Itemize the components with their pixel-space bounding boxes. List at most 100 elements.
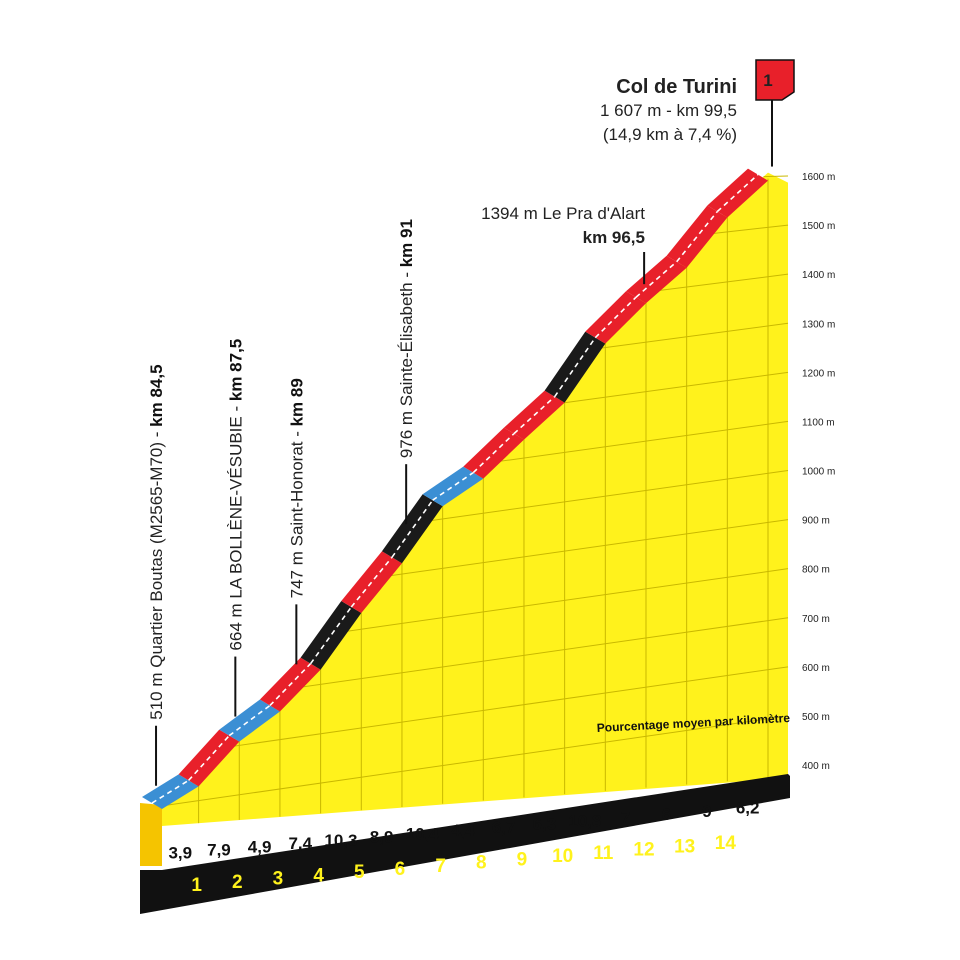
elevation-tick-label: 1600 m bbox=[802, 172, 835, 183]
grid-horizontal-line bbox=[763, 175, 789, 178]
percent-label: 6 bbox=[662, 805, 671, 824]
road-ribbon bbox=[381, 494, 443, 564]
road-center-dash bbox=[676, 211, 718, 263]
gradient-segment-6 bbox=[341, 551, 402, 614]
elevation-tick-label: 400 m bbox=[802, 761, 830, 772]
gradient-segment-1 bbox=[142, 774, 199, 810]
summit-name: Col de Turini bbox=[616, 76, 737, 98]
gradient-segment-14 bbox=[666, 205, 728, 268]
elevation-grid bbox=[161, 175, 789, 824]
km-tick-label: 8 bbox=[476, 853, 487, 874]
percent-labels: 3,9 7,9 4,9 7,4 10,3 8,9 10,4 4,4 6,7 6,3 10,8 7 6 9 6… bbox=[168, 799, 759, 863]
km-tick-label: 11 bbox=[593, 843, 614, 864]
distance-base-band bbox=[140, 774, 790, 914]
road-center-dash bbox=[594, 296, 637, 339]
grid-horizontal-line bbox=[596, 322, 789, 350]
road-ribbon bbox=[666, 205, 728, 268]
grid-horizontal-line bbox=[294, 617, 789, 689]
road-center-dash bbox=[553, 337, 596, 398]
grid-horizontal-line bbox=[491, 420, 789, 463]
percent-label: 8,9 bbox=[370, 828, 394, 847]
road-ribbon bbox=[341, 551, 402, 614]
gradient-segment-5 bbox=[300, 601, 362, 670]
road-ribbon bbox=[625, 255, 687, 304]
elevation-tick-label: 700 m bbox=[802, 614, 830, 625]
elevation-tick-labels: 400 m 500 m 600 m 700 m 800 m 900 m 1000 m 1100… bbox=[802, 172, 835, 772]
profile-side-face bbox=[140, 803, 162, 866]
percent-label: 3,9 bbox=[168, 844, 192, 863]
pass-label-line1: 1394 m Le Pra d'Alart bbox=[481, 204, 645, 223]
summit-stats: (14,9 km à 7,4 %) bbox=[603, 125, 737, 144]
km-tick-label: 3 bbox=[273, 869, 284, 890]
elevation-tick-label: 900 m bbox=[802, 516, 830, 527]
annotation-label: 510 m Quartier Boutas (M2565-M70) - km 8… bbox=[147, 364, 166, 719]
summit-elevation: 1 607 m - km 99,5 bbox=[600, 101, 737, 120]
grid-horizontal-line bbox=[707, 224, 789, 235]
gradient-road-line bbox=[142, 168, 768, 810]
gradient-segment-9 bbox=[463, 427, 524, 479]
gradient-segment-3 bbox=[219, 699, 280, 742]
road-ribbon bbox=[300, 601, 362, 670]
km-tick-label: 6 bbox=[395, 859, 406, 880]
gradient-segment-4 bbox=[259, 657, 321, 712]
profile-area-fill bbox=[162, 172, 788, 827]
percent-label: 10,8 bbox=[568, 811, 601, 830]
km-tick-label: 7 bbox=[435, 856, 446, 877]
km-tick-label: 4 bbox=[313, 865, 324, 886]
annotation-label: 747 m Saint-Honorat - km 89 bbox=[287, 378, 306, 598]
elevation-tick-label: 1200 m bbox=[802, 368, 835, 379]
elevation-tick-label: 500 m bbox=[802, 712, 830, 723]
gradient-segment-2 bbox=[178, 729, 240, 787]
annotation-label: 664 m LA BOLLÈNE-VÉSUBIE - km 87,5 bbox=[226, 339, 245, 651]
elevation-tick-label: 800 m bbox=[802, 565, 830, 576]
road-center-dash bbox=[432, 471, 474, 501]
km-tick-label: 5 bbox=[354, 862, 365, 883]
km-tick-label: 14 bbox=[715, 833, 737, 854]
road-ribbon bbox=[544, 331, 606, 403]
elevation-tick-label: 1500 m bbox=[802, 221, 835, 232]
gradient-segment-10 bbox=[503, 390, 565, 440]
grid-horizontal-line bbox=[226, 666, 789, 748]
gradient-segment-13 bbox=[625, 255, 687, 304]
grid-horizontal-line bbox=[426, 470, 789, 522]
road-center-dash bbox=[716, 173, 759, 213]
percent-label: 4,9 bbox=[248, 837, 272, 856]
summit-category-flag bbox=[755, 59, 795, 101]
percent-label: 6,7 bbox=[492, 818, 516, 837]
gradient-segment-7 bbox=[381, 494, 443, 564]
percent-label: 7 bbox=[621, 808, 630, 827]
gradient-segment-11 bbox=[544, 331, 606, 403]
grid-horizontal-line bbox=[554, 371, 789, 405]
percent-label: 4,4 bbox=[451, 821, 475, 840]
elevation-tick-label: 1300 m bbox=[802, 319, 835, 330]
km-tick-label: 10 bbox=[552, 846, 573, 867]
road-center-dash bbox=[309, 606, 352, 665]
road-center-dash bbox=[269, 663, 312, 707]
road-center-dash bbox=[472, 433, 515, 474]
percent-label: 6,3 bbox=[532, 815, 556, 834]
km-tick-label: 9 bbox=[517, 849, 528, 870]
percent-label: 9 bbox=[702, 802, 711, 821]
km-tick-label: 2 bbox=[232, 872, 243, 893]
percent-label: 10,3 bbox=[324, 831, 357, 850]
gradient-segment-8 bbox=[422, 466, 484, 507]
elevation-tick-label: 1100 m bbox=[802, 417, 835, 428]
km-tick-label: 1 bbox=[191, 875, 202, 896]
percent-label: 7,4 bbox=[288, 834, 312, 853]
annotation-label: 976 m Sainte-Élisabeth - km 91 bbox=[397, 219, 416, 458]
road-ribbon bbox=[422, 466, 484, 507]
percent-label: 6,2 bbox=[736, 799, 760, 818]
km-labels: 1 2 3 4 5 6 7 8 9 10 11 12 13 14 bbox=[191, 833, 736, 896]
road-center-dash bbox=[350, 556, 393, 608]
gradient-segment-15 bbox=[707, 168, 768, 218]
elevation-tick-label: 600 m bbox=[802, 663, 830, 674]
percent-label: 10,4 bbox=[406, 824, 440, 843]
location-annotations: 510 m Quartier Boutas (M2565-M70) - km 8… bbox=[147, 219, 416, 786]
road-center-dash bbox=[391, 499, 434, 558]
grid-horizontal-line bbox=[384, 519, 789, 578]
road-center-dash bbox=[188, 735, 230, 781]
km-tick-label: 12 bbox=[633, 840, 654, 861]
grid-horizontal-line bbox=[649, 273, 789, 293]
summit-category-label: 1 bbox=[763, 71, 772, 90]
